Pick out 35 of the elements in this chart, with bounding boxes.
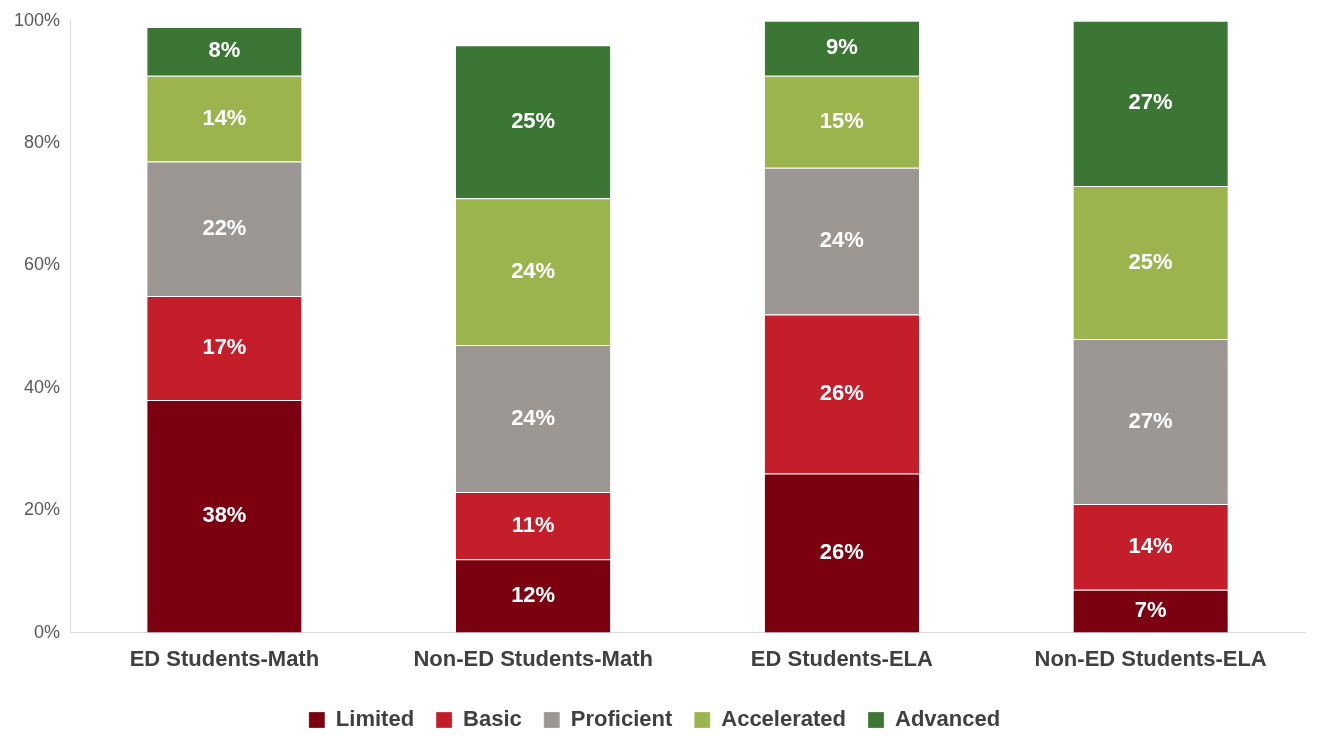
data-label: 24%	[511, 257, 556, 283]
y-tick-label: 0%	[34, 621, 61, 642]
data-label: 22%	[202, 214, 247, 240]
y-tick-label: 40%	[24, 376, 61, 397]
legend-label: Proficient	[570, 706, 673, 732]
data-label: 7%	[1134, 597, 1167, 623]
y-tick-label: 100%	[13, 9, 61, 30]
x-tick-label: Non-ED Students-Math	[413, 645, 653, 671]
data-label: 26%	[819, 380, 864, 406]
data-label: 17%	[202, 334, 247, 360]
x-tick-label: ED Students-ELA	[750, 645, 934, 671]
data-label: 27%	[1128, 407, 1173, 433]
data-label: 8%	[208, 37, 241, 63]
y-tick-label: 80%	[24, 132, 61, 153]
legend-label: Basic	[463, 706, 522, 732]
y-tick-label: 60%	[24, 254, 61, 275]
data-label: 11%	[511, 511, 555, 537]
data-label: 27%	[1128, 89, 1173, 115]
data-label: 25%	[511, 107, 556, 133]
legend-label: Accelerated	[721, 706, 846, 732]
data-label: 25%	[1128, 248, 1173, 274]
legend-label: Advanced	[894, 706, 1001, 732]
x-tick-label: ED Students-Math	[129, 645, 320, 671]
data-label: 24%	[511, 404, 556, 430]
data-label: 38%	[202, 502, 247, 528]
data-label: 15%	[819, 107, 864, 133]
legend-label: Limited	[335, 706, 415, 732]
data-label: 14%	[1128, 533, 1173, 559]
data-label: 14%	[202, 104, 247, 130]
data-label: 24%	[819, 227, 864, 253]
y-tick-label: 20%	[24, 499, 61, 520]
data-label: 12%	[511, 581, 556, 607]
x-tick-label: Non-ED Students-ELA	[1034, 645, 1267, 671]
data-label: 26%	[819, 539, 864, 565]
data-label: 9%	[825, 34, 858, 60]
